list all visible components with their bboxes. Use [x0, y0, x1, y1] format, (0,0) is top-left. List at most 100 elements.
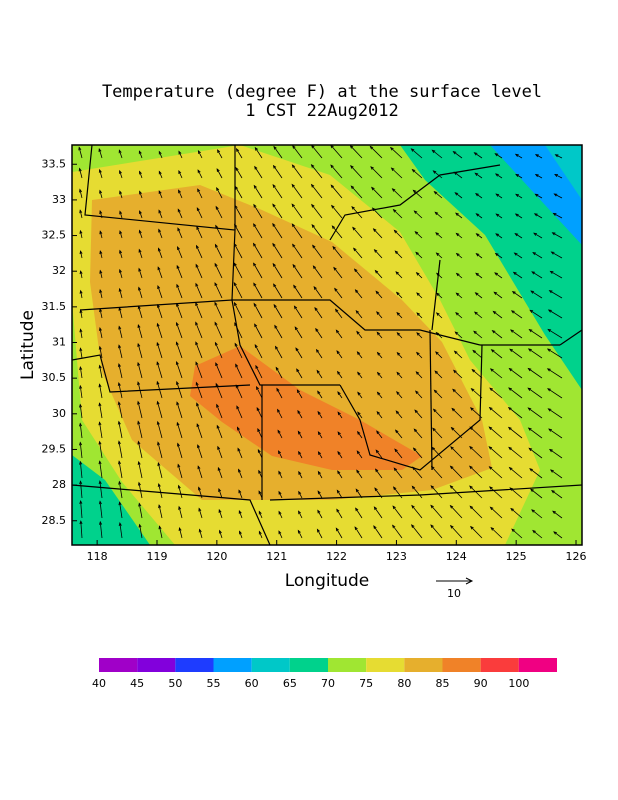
wind-vector	[79, 423, 83, 439]
wind-vector	[176, 422, 183, 439]
wind-vector-head	[195, 381, 199, 386]
wind-vector	[139, 171, 143, 179]
wind-vector-head	[292, 243, 296, 248]
wind-vector	[509, 467, 523, 479]
wind-vector	[549, 449, 563, 459]
wind-vector	[80, 481, 83, 499]
wind-vector-head	[415, 371, 420, 375]
wind-vector-head	[311, 224, 315, 228]
wind-vector-head	[375, 449, 379, 454]
wind-vector-head	[274, 324, 278, 329]
wind-vector	[215, 206, 223, 219]
wind-vector	[528, 368, 543, 379]
wind-vector	[490, 527, 503, 539]
wind-vector	[199, 529, 203, 539]
wind-vector-head	[489, 368, 494, 372]
wind-vector-head	[317, 470, 321, 475]
wind-vector	[376, 430, 383, 439]
wind-vector	[495, 153, 503, 159]
wind-vector	[118, 345, 123, 359]
wind-vector-head	[298, 510, 302, 515]
wind-vector-head	[493, 291, 498, 295]
wind-vector	[118, 421, 123, 439]
wind-vector	[532, 252, 543, 259]
wind-vector-head	[471, 368, 476, 373]
wind-vector-head	[218, 529, 222, 534]
wind-vector	[515, 193, 523, 199]
wind-vector	[298, 471, 303, 479]
wind-vector-head	[376, 410, 380, 415]
wind-vector	[508, 427, 523, 439]
wind-vector-head	[430, 485, 435, 489]
wind-vector	[79, 168, 83, 179]
wind-vector	[376, 311, 383, 319]
wind-vector	[198, 150, 203, 159]
wind-vector-head	[156, 303, 160, 308]
wind-vector-head	[451, 407, 456, 412]
wind-vector-head	[196, 244, 199, 249]
wind-vector	[336, 330, 343, 339]
wind-vector-head	[511, 528, 515, 533]
wind-vector-head	[528, 329, 533, 333]
wind-vector	[469, 465, 483, 479]
wind-vector	[515, 213, 523, 219]
wind-vector	[99, 190, 103, 199]
colorbar-label: 50	[168, 677, 182, 690]
wind-vector-head	[258, 490, 262, 495]
colorbar-label: 55	[207, 677, 221, 690]
wind-vector-head	[454, 331, 459, 335]
wind-vector-head	[330, 184, 335, 189]
wind-vector	[336, 490, 343, 499]
wind-vector-head	[291, 223, 296, 228]
wind-vector	[256, 386, 263, 399]
wind-vector-head	[473, 152, 478, 156]
wind-vector-head	[390, 167, 395, 172]
wind-vector-head	[412, 466, 416, 471]
wind-vector-head	[233, 262, 237, 267]
wind-vector-head	[432, 170, 437, 174]
wind-vector	[376, 332, 383, 339]
wind-vector-head	[474, 172, 479, 176]
wind-vector-head	[495, 193, 500, 197]
wind-vector	[158, 171, 163, 179]
wind-vector	[253, 204, 263, 219]
wind-vector	[158, 151, 163, 159]
colorbar-box	[480, 658, 519, 672]
wind-vector-head	[118, 522, 122, 527]
wind-vector	[237, 448, 243, 459]
colorbar-label: 65	[283, 677, 297, 690]
wind-vector-head	[508, 446, 512, 451]
wind-vector	[552, 232, 563, 239]
wind-vector	[356, 470, 363, 479]
wind-vector	[490, 368, 503, 379]
wind-vector-head	[272, 262, 276, 267]
wind-vector-head	[553, 193, 558, 197]
wind-vector-head	[546, 348, 551, 352]
colorbar-box	[99, 658, 138, 672]
wind-vector-head	[79, 347, 83, 352]
boundary	[431, 259, 441, 331]
wind-vector-head	[195, 263, 199, 268]
wind-vector-head	[414, 409, 418, 414]
boundary	[84, 145, 481, 346]
wind-vector-head	[137, 400, 141, 405]
wind-vector-head	[118, 268, 122, 273]
wind-vector	[377, 392, 383, 399]
colorbar-box	[518, 658, 557, 672]
wind-vector-head	[430, 504, 434, 509]
wind-vector-head	[118, 287, 122, 292]
wind-vector	[195, 362, 203, 379]
wind-vector-head	[177, 227, 181, 232]
wind-vector-head	[337, 431, 341, 436]
wind-vector	[534, 213, 543, 219]
wind-vector	[196, 245, 203, 259]
wind-vector-head	[371, 207, 376, 212]
wind-vector	[395, 429, 403, 439]
wind-vector	[548, 428, 563, 439]
wind-vector	[198, 508, 203, 519]
wind-vector-head	[548, 428, 552, 432]
wind-vector	[528, 348, 543, 359]
wind-vector	[435, 232, 443, 239]
wind-vector-head	[197, 444, 200, 449]
wind-vector	[416, 352, 423, 359]
